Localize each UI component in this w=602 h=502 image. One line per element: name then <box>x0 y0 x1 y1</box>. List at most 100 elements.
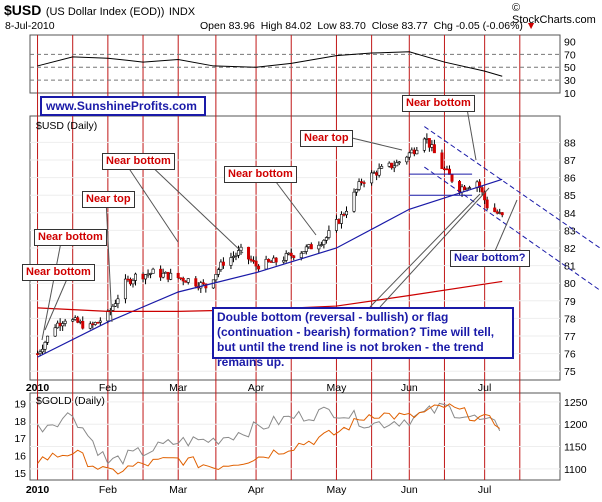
candle-body-117 <box>445 168 449 171</box>
pointer-8 <box>465 102 477 161</box>
candle-body-130 <box>493 207 497 212</box>
candle-body-97 <box>375 172 379 176</box>
candle-body-89 <box>344 210 348 216</box>
candle-body-101 <box>390 162 394 169</box>
candle-body-6 <box>56 322 60 329</box>
candle-body-4 <box>46 335 50 343</box>
price-month-label-5: Jun <box>401 382 418 394</box>
pointer-1 <box>44 271 71 331</box>
rsi-tick-label-2: 50 <box>564 62 576 74</box>
candle-body-77 <box>304 246 308 252</box>
candle-body-111 <box>425 138 429 140</box>
copyright: © StockCharts.com <box>512 2 596 26</box>
candle-body-121 <box>460 186 464 193</box>
candle-body-3 <box>43 342 47 350</box>
price-month-label-6: Jul <box>478 382 491 394</box>
pointer-7 <box>351 137 403 151</box>
candle-body-113 <box>430 144 434 148</box>
gold-month-label-5: Jun <box>401 484 418 496</box>
candle-body-107 <box>410 149 414 154</box>
annotation-near-top-2: Near top <box>300 130 353 147</box>
pointer-3 <box>105 198 113 323</box>
candle-body-10 <box>71 319 75 322</box>
price-tick-label-3: 78 <box>564 313 576 325</box>
candle-body-75 <box>299 252 303 258</box>
candle-body-30 <box>141 273 145 280</box>
candle-body-88 <box>342 214 346 216</box>
high-value: 84.02 <box>285 20 312 32</box>
gold-month-label-1: Feb <box>99 484 117 496</box>
candle-body-41 <box>179 277 183 280</box>
candle-body-126 <box>478 181 482 188</box>
rsi-panel-frame <box>29 34 561 94</box>
gold-month-label-6: Jul <box>478 484 491 496</box>
pointer-10 <box>369 193 481 308</box>
candle-body-43 <box>184 280 188 283</box>
candle-body-124 <box>468 187 472 189</box>
candle-body-68 <box>272 257 276 263</box>
candle-body-110 <box>422 138 426 151</box>
gold-month-label-4: May <box>327 484 348 496</box>
annotation-near-bottom-3: Near bottom <box>102 153 175 170</box>
candle-body-56 <box>231 256 235 258</box>
gold-left-tick-label-4: 19 <box>14 398 26 410</box>
candle-body-15 <box>88 323 92 329</box>
candle-body-72 <box>287 252 291 255</box>
candle-body-13 <box>78 320 82 323</box>
candle-body-127 <box>480 187 484 193</box>
price-tick-label-11: 86 <box>564 173 576 185</box>
candle-body-55 <box>229 257 233 266</box>
candle-body-102 <box>392 165 396 169</box>
candle-body-91 <box>355 189 359 193</box>
candle-body-18 <box>96 322 100 324</box>
annotation-near-top-1: Near top <box>82 191 135 208</box>
candle-body-129 <box>485 199 489 209</box>
price-tick-label-1: 76 <box>564 349 576 361</box>
candle-body-60 <box>247 246 251 260</box>
price-month-label-3: Apr <box>248 382 265 394</box>
price-tick-label-6: 81 <box>564 261 576 273</box>
gold-month-label-3: Apr <box>248 484 265 496</box>
pointer-5 <box>145 160 244 254</box>
gold-panel-frame <box>29 392 561 481</box>
candle-body-123 <box>465 187 469 191</box>
candle-body-32 <box>146 273 150 276</box>
candle-body-37 <box>164 271 168 274</box>
candle-body-84 <box>327 230 331 238</box>
candle-body-69 <box>274 257 278 263</box>
header: $USD (US Dollar Index (EOD)) INDX <box>4 2 195 20</box>
open-value: 83.96 <box>228 20 255 32</box>
candle-body-92 <box>357 181 361 190</box>
price-tick-label-10: 85 <box>564 190 576 202</box>
website-label[interactable]: www.SunshineProfits.com <box>40 96 206 116</box>
candle-body-44 <box>186 278 190 283</box>
candle-body-105 <box>405 156 409 163</box>
symbol: $USD <box>4 2 42 18</box>
candle-body-87 <box>339 214 343 224</box>
candle-body-79 <box>309 244 313 250</box>
gold-left-tick-label-3: 18 <box>14 416 26 428</box>
candle-body-62 <box>252 260 256 262</box>
candle-body-48 <box>201 282 205 285</box>
candle-body-71 <box>284 253 288 261</box>
candle-body-90 <box>352 191 356 212</box>
candle-body-38 <box>166 271 170 280</box>
candle-body-51 <box>214 274 218 281</box>
candle-body-109 <box>415 149 419 155</box>
candle-body-99 <box>380 166 384 169</box>
candle-body-35 <box>159 268 163 278</box>
date: 8-Jul-2010 <box>5 20 55 32</box>
candle-body-36 <box>161 272 165 278</box>
candle-body-22 <box>111 305 115 311</box>
candle-body-74 <box>292 255 296 258</box>
channel-upper-line <box>424 126 601 249</box>
candle-body-40 <box>176 272 180 279</box>
candle-body-31 <box>144 274 148 280</box>
candle-body-11 <box>73 317 77 320</box>
candle-body-96 <box>372 172 376 174</box>
candle-body-119 <box>450 174 454 182</box>
gold-month-label-0: 2010 <box>26 484 50 496</box>
candle-body-100 <box>387 162 391 167</box>
high-label: High <box>260 20 283 32</box>
low-label: Low <box>317 20 337 32</box>
